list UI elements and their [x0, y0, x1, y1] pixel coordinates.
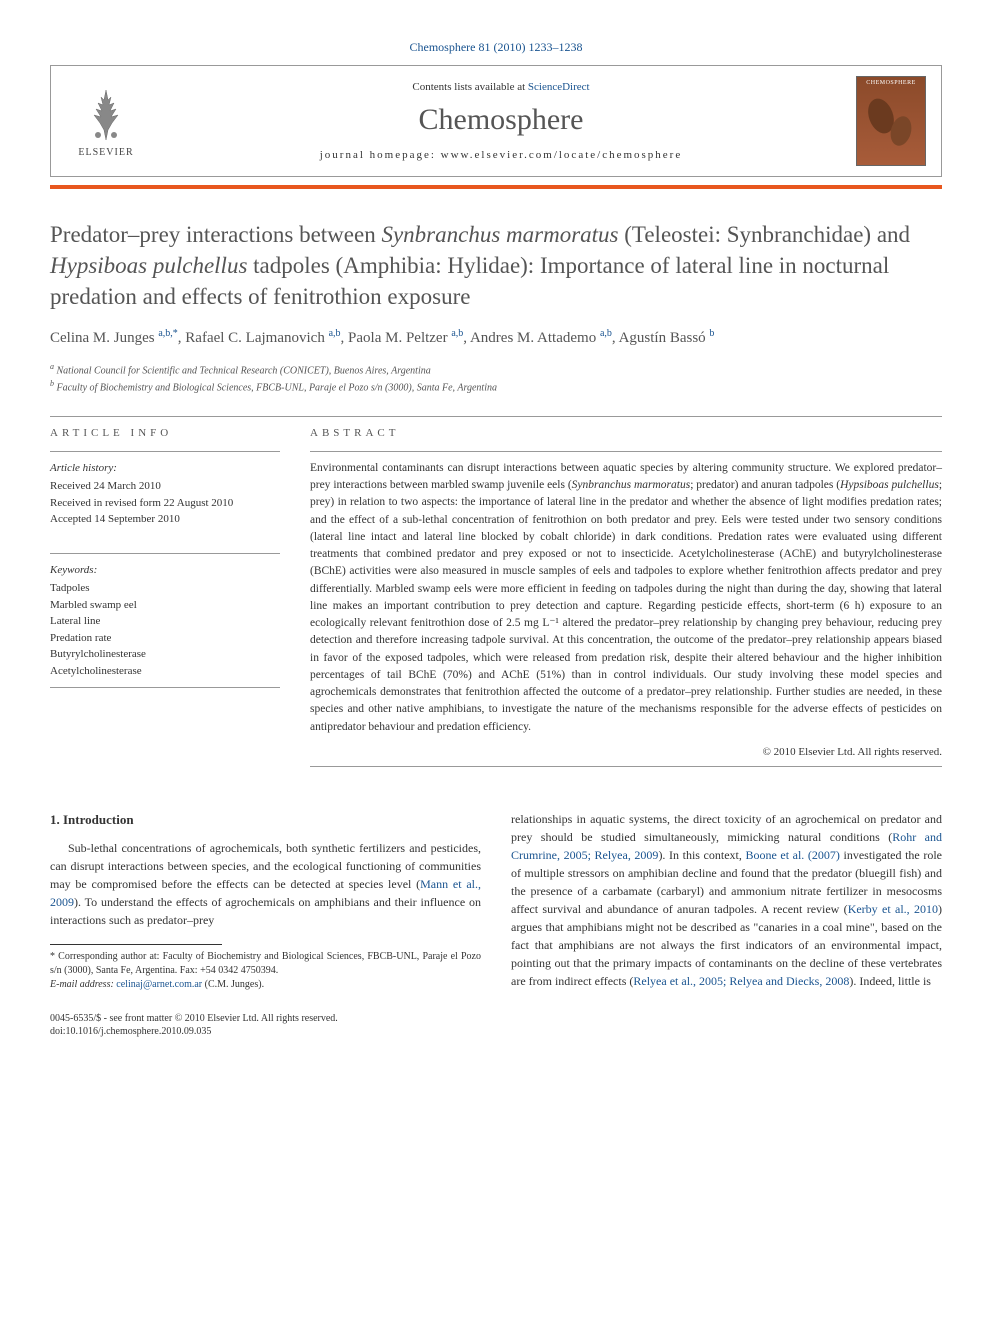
introduction-section: 1. Introduction Sub-lethal concentration…: [50, 810, 942, 993]
divider: [310, 451, 942, 452]
keywords-label: Keywords:: [50, 562, 280, 579]
authors: Celina M. Junges a,b,*, Rafael C. Lajman…: [50, 327, 942, 349]
footer-copyright: 0045-6535/$ - see front matter © 2010 El…: [50, 1012, 942, 1025]
abstract-text: Environmental contaminants can disrupt i…: [310, 460, 942, 736]
article-title: Predator–prey interactions between Synbr…: [50, 219, 942, 312]
journal-title: Chemosphere: [146, 103, 856, 137]
article-history: Article history: Received 24 March 2010 …: [50, 460, 280, 528]
article-info-heading: ARTICLE INFO: [50, 427, 280, 439]
divider: [50, 451, 280, 452]
journal-header-box: ELSEVIER Contents lists available at Sci…: [50, 65, 942, 177]
email-author: (C.M. Junges).: [205, 979, 264, 990]
affiliations: a National Council for Scientific and Te…: [50, 361, 942, 396]
keyword-item: Lateral line: [50, 613, 280, 630]
accent-bar: [50, 185, 942, 189]
corresponding-text: * Corresponding author at: Faculty of Bi…: [50, 950, 481, 978]
abstract-column: ABSTRACT Environmental contaminants can …: [310, 427, 942, 775]
introduction-heading: 1. Introduction: [50, 810, 481, 830]
copyright: © 2010 Elsevier Ltd. All rights reserved…: [310, 746, 942, 758]
keyword-item: Marbled swamp eel: [50, 597, 280, 614]
keyword-item: Predation rate: [50, 630, 280, 647]
info-abstract-row: ARTICLE INFO Article history: Received 2…: [50, 427, 942, 775]
history-received: Received 24 March 2010: [50, 478, 280, 495]
affiliation-line: a National Council for Scientific and Te…: [50, 361, 942, 378]
journal-homepage: journal homepage: www.elsevier.com/locat…: [146, 149, 856, 161]
header-center: Contents lists available at ScienceDirec…: [146, 81, 856, 161]
author-email-link[interactable]: celinaj@arnet.com.ar: [116, 979, 202, 990]
cover-leaf-icon: [861, 86, 921, 156]
footer-doi: doi:10.1016/j.chemosphere.2010.09.035: [50, 1025, 942, 1038]
sciencedirect-link[interactable]: ScienceDirect: [528, 81, 590, 93]
intro-paragraph: Sub-lethal concentrations of agrochemica…: [50, 839, 481, 929]
article-info-column: ARTICLE INFO Article history: Received 2…: [50, 427, 280, 775]
elsevier-tree-icon: [76, 85, 136, 145]
abstract-heading: ABSTRACT: [310, 427, 942, 439]
divider: [50, 553, 280, 554]
journal-cover-thumbnail: CHEMOSPHERE: [856, 76, 926, 166]
page-footer: 0045-6535/$ - see front matter © 2010 El…: [50, 1012, 942, 1038]
history-revised: Received in revised form 22 August 2010: [50, 495, 280, 512]
reference-link[interactable]: Chemosphere 81 (2010) 1233–1238: [410, 40, 583, 54]
contents-line: Contents lists available at ScienceDirec…: [146, 81, 856, 93]
elsevier-logo: ELSEVIER: [66, 81, 146, 161]
keyword-item: Acetylcholinesterase: [50, 663, 280, 680]
email-label: E-mail address:: [50, 979, 114, 990]
footnote-divider: [50, 944, 222, 945]
journal-reference: Chemosphere 81 (2010) 1233–1238: [50, 40, 942, 55]
divider: [310, 766, 942, 767]
intro-paragraph-continued: relationships in aquatic systems, the di…: [511, 810, 942, 990]
history-accepted: Accepted 14 September 2010: [50, 511, 280, 528]
keyword-item: Butyrylcholinesterase: [50, 646, 280, 663]
keywords-block: Keywords: TadpolesMarbled swamp eelLater…: [50, 562, 280, 680]
keyword-item: Tadpoles: [50, 580, 280, 597]
corresponding-author-footnote: * Corresponding author at: Faculty of Bi…: [50, 950, 481, 992]
divider: [50, 416, 942, 417]
elsevier-label: ELSEVIER: [78, 147, 133, 158]
affiliation-line: b Faculty of Biochemistry and Biological…: [50, 378, 942, 395]
history-label: Article history:: [50, 460, 280, 477]
contents-prefix: Contents lists available at: [412, 81, 527, 93]
divider: [50, 687, 280, 688]
